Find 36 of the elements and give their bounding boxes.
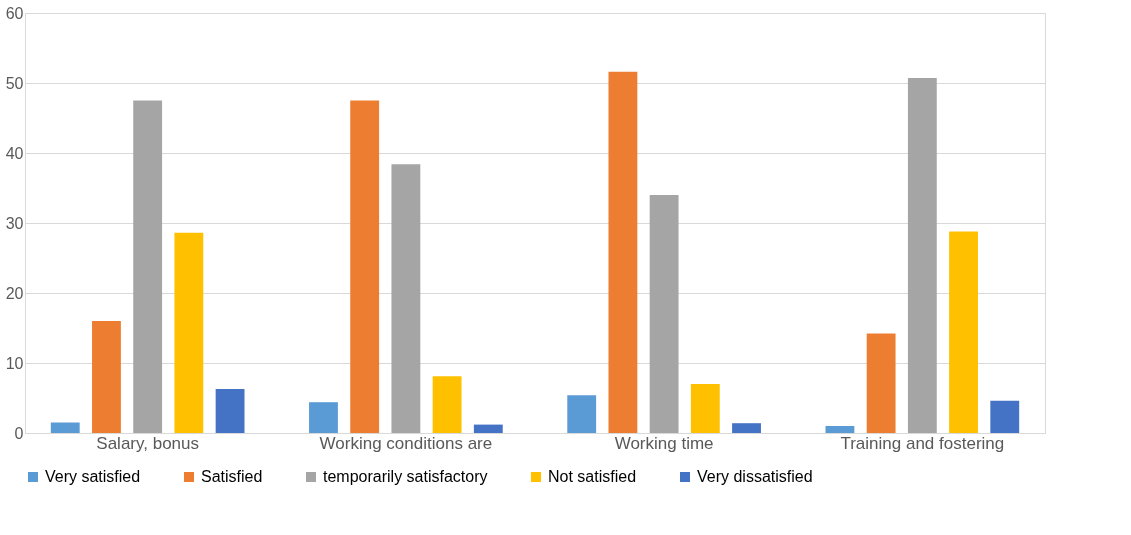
bar: [649, 195, 679, 433]
y-tick-label: 40: [5, 144, 24, 162]
y-tick-label: 0: [14, 424, 24, 442]
x-tick-label: Working conditions are: [319, 433, 493, 453]
legend-label: Very satisfied: [45, 468, 141, 485]
bar: [215, 388, 245, 433]
bar: [690, 384, 720, 433]
legend-label: Not satisfied: [548, 468, 637, 485]
bar: [949, 231, 978, 433]
bar: [567, 395, 597, 433]
x-tick-label: Training and fostering: [840, 433, 1005, 453]
bar: [473, 424, 503, 433]
bar: [174, 232, 204, 433]
x-tick-label: Working time: [614, 433, 714, 453]
bar: [309, 402, 338, 433]
bar: [608, 71, 638, 433]
bar: [990, 400, 1020, 433]
y-tick-label: 50: [5, 74, 24, 92]
bar: [133, 100, 163, 433]
x-tick-label: Salary, bonus: [96, 433, 200, 453]
bar: [50, 422, 80, 433]
y-tick-label: 20: [5, 284, 24, 302]
bar: [866, 333, 896, 433]
bar: [432, 376, 462, 433]
legend-label: Very dissatisfied: [697, 468, 813, 485]
bar: [732, 423, 761, 433]
bar: [907, 78, 937, 433]
bar: [92, 321, 121, 433]
y-tick-label: 30: [5, 214, 24, 232]
legend-label: temporarily satisfactory: [323, 468, 488, 485]
bar: [825, 426, 855, 433]
bar: [350, 100, 380, 433]
y-tick-label: 10: [5, 354, 24, 372]
y-tick-label: 60: [5, 4, 24, 22]
legend-label: Satisfied: [201, 468, 263, 485]
bar: [391, 164, 421, 433]
